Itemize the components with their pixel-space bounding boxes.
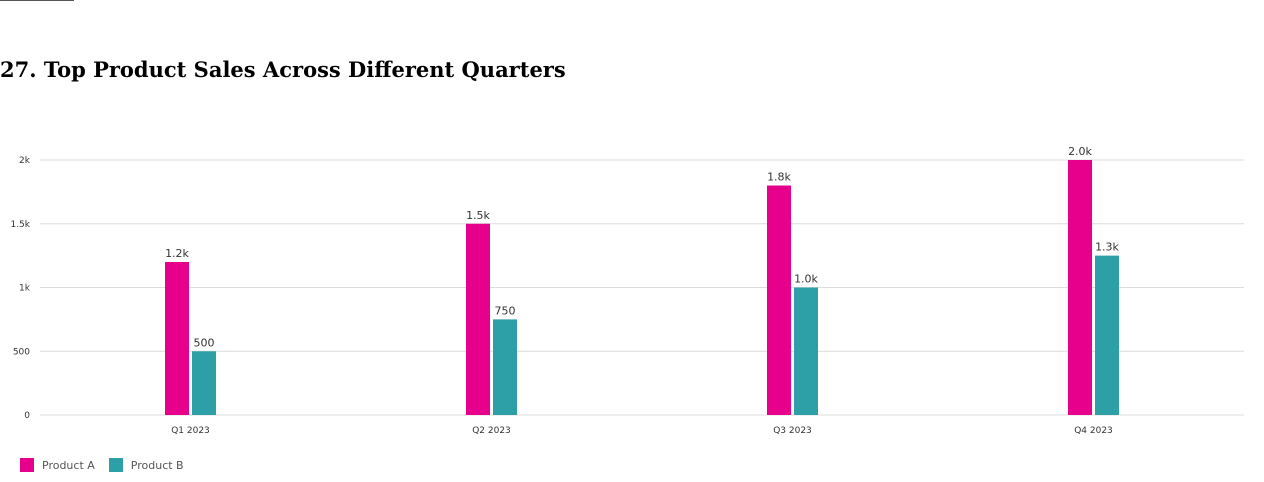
legend-label: Product A [42,458,95,472]
bar-product-b-q3-2023[interactable] [794,287,818,416]
legend-swatch [108,458,123,472]
data-labels: 1.2k 500 1.5k 750 1.8k 1.0k 2.0k 1.3k [165,145,1119,349]
bar-product-a-q3-2023[interactable] [767,185,791,416]
y-tick-label: 0 [24,411,30,421]
x-tick-label: Q2 2023 [472,426,511,436]
data-label: 1.5k [466,209,490,222]
page-title: 27. Top Product Sales Across Different Q… [0,57,566,82]
data-label: 2.0k [1068,145,1092,158]
bar-product-a-q4-2023[interactable] [1068,160,1092,415]
legend-label: Product B [130,458,184,472]
legend-item-product-b[interactable]: Product B [108,458,184,472]
bars [165,160,1119,415]
y-axis: 0 500 1k 1.5k 2k [10,156,30,421]
legend: Product A Product B [20,458,198,472]
bar-product-b-q1-2023[interactable] [192,351,216,415]
data-label: 500 [194,336,215,349]
data-label: 1.2k [165,247,189,260]
bar-product-b-q2-2023[interactable] [493,319,517,415]
data-label: 750 [495,304,516,317]
y-tick-label: 500 [13,347,30,357]
bar-product-a-q2-2023[interactable] [466,223,490,415]
legend-swatch [20,458,34,472]
bar-product-a-q1-2023[interactable] [165,262,189,415]
y-tick-label: 1.5k [10,220,30,230]
x-tick-label: Q4 2023 [1074,426,1113,436]
y-tick-label: 1k [19,284,31,294]
x-tick-label: Q1 2023 [171,426,210,436]
x-axis: Q1 2023 Q2 2023 Q3 2023 Q4 2023 [171,426,1113,436]
bar-product-b-q4-2023[interactable] [1095,255,1119,415]
gridlines [40,159,1244,416]
x-tick-label: Q3 2023 [773,426,812,436]
data-label: 1.3k [1095,241,1119,254]
data-label: 1.8k [767,171,791,184]
legend-item-product-a[interactable]: Product A [20,458,95,472]
y-tick-label: 2k [19,156,31,166]
top-divider [0,0,74,1]
data-label: 1.0k [794,273,818,286]
